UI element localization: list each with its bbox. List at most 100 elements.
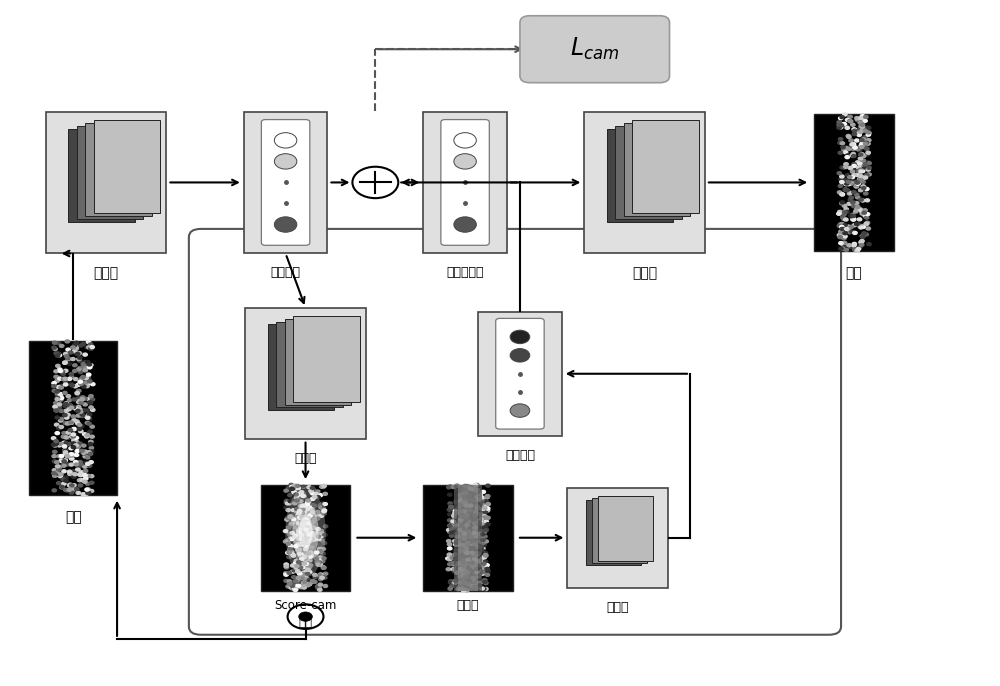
Circle shape bbox=[309, 490, 313, 493]
Circle shape bbox=[75, 469, 80, 472]
Circle shape bbox=[284, 579, 288, 582]
Circle shape bbox=[461, 561, 465, 565]
Circle shape bbox=[468, 504, 473, 507]
Circle shape bbox=[837, 191, 842, 194]
Circle shape bbox=[452, 570, 456, 573]
Circle shape bbox=[78, 356, 82, 359]
Circle shape bbox=[89, 489, 94, 493]
Circle shape bbox=[855, 139, 859, 142]
Circle shape bbox=[61, 417, 65, 420]
Circle shape bbox=[317, 563, 322, 566]
Circle shape bbox=[63, 361, 67, 364]
Circle shape bbox=[295, 508, 299, 511]
Circle shape bbox=[296, 497, 301, 501]
Circle shape bbox=[455, 565, 460, 569]
Circle shape bbox=[71, 415, 76, 418]
Circle shape bbox=[477, 532, 482, 535]
Circle shape bbox=[320, 576, 324, 579]
Circle shape bbox=[59, 395, 63, 398]
Circle shape bbox=[296, 560, 301, 564]
Circle shape bbox=[461, 573, 465, 576]
Circle shape bbox=[464, 547, 468, 550]
Circle shape bbox=[468, 535, 473, 539]
Circle shape bbox=[83, 361, 87, 364]
Circle shape bbox=[73, 370, 77, 372]
Circle shape bbox=[285, 502, 290, 505]
Circle shape bbox=[300, 517, 304, 520]
Circle shape bbox=[294, 534, 298, 537]
Circle shape bbox=[316, 587, 320, 589]
Circle shape bbox=[481, 542, 485, 545]
Circle shape bbox=[74, 347, 79, 350]
Circle shape bbox=[79, 464, 83, 467]
Circle shape bbox=[59, 456, 63, 458]
Circle shape bbox=[284, 573, 288, 576]
Circle shape bbox=[843, 188, 848, 191]
Circle shape bbox=[856, 174, 861, 177]
Circle shape bbox=[475, 560, 480, 564]
Circle shape bbox=[90, 481, 94, 484]
Circle shape bbox=[287, 551, 292, 554]
Circle shape bbox=[471, 488, 476, 491]
Circle shape bbox=[301, 522, 306, 525]
Circle shape bbox=[313, 536, 318, 539]
Circle shape bbox=[293, 502, 297, 505]
Circle shape bbox=[840, 226, 844, 228]
Circle shape bbox=[450, 556, 455, 559]
Circle shape bbox=[465, 550, 469, 554]
Circle shape bbox=[311, 534, 315, 537]
Circle shape bbox=[320, 485, 324, 488]
Circle shape bbox=[475, 527, 479, 530]
Circle shape bbox=[850, 213, 855, 216]
Circle shape bbox=[462, 488, 467, 492]
Circle shape bbox=[460, 493, 465, 497]
Circle shape bbox=[76, 401, 81, 403]
Ellipse shape bbox=[298, 517, 313, 548]
Circle shape bbox=[77, 423, 82, 427]
Circle shape bbox=[80, 377, 84, 380]
Circle shape bbox=[86, 492, 90, 495]
Circle shape bbox=[52, 346, 56, 349]
Circle shape bbox=[292, 569, 296, 572]
Circle shape bbox=[313, 573, 317, 576]
Circle shape bbox=[849, 182, 853, 185]
Circle shape bbox=[455, 534, 460, 538]
Circle shape bbox=[861, 185, 865, 188]
Circle shape bbox=[306, 584, 310, 587]
Circle shape bbox=[481, 533, 485, 536]
Circle shape bbox=[77, 479, 82, 482]
Circle shape bbox=[88, 442, 93, 445]
Circle shape bbox=[86, 416, 90, 418]
Circle shape bbox=[486, 495, 490, 497]
Circle shape bbox=[290, 498, 294, 501]
Circle shape bbox=[864, 222, 869, 225]
Circle shape bbox=[88, 401, 93, 404]
Circle shape bbox=[461, 527, 465, 530]
Circle shape bbox=[80, 414, 84, 418]
Circle shape bbox=[864, 141, 869, 144]
Circle shape bbox=[300, 581, 304, 584]
Circle shape bbox=[460, 526, 465, 529]
Circle shape bbox=[855, 131, 859, 134]
Circle shape bbox=[457, 586, 462, 589]
Circle shape bbox=[301, 582, 305, 585]
Circle shape bbox=[855, 202, 859, 205]
Circle shape bbox=[315, 584, 320, 588]
Circle shape bbox=[83, 353, 87, 356]
Circle shape bbox=[82, 409, 86, 412]
Circle shape bbox=[846, 225, 850, 228]
Circle shape bbox=[53, 445, 57, 447]
Circle shape bbox=[843, 166, 847, 169]
Circle shape bbox=[466, 582, 470, 585]
Circle shape bbox=[87, 417, 92, 420]
Circle shape bbox=[843, 151, 848, 154]
Circle shape bbox=[867, 173, 871, 176]
Circle shape bbox=[854, 180, 858, 183]
Circle shape bbox=[75, 392, 80, 395]
Circle shape bbox=[88, 452, 93, 456]
Circle shape bbox=[298, 516, 302, 519]
Circle shape bbox=[295, 484, 300, 487]
Circle shape bbox=[473, 514, 477, 517]
Circle shape bbox=[322, 484, 326, 487]
Circle shape bbox=[72, 398, 76, 401]
